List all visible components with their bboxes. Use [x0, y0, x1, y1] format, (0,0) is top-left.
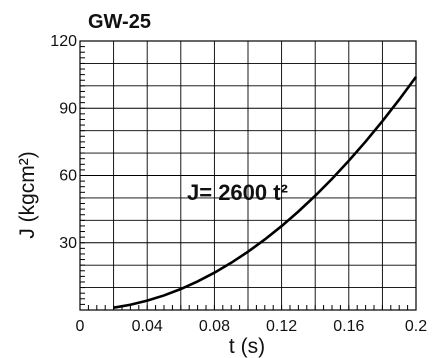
- y-tick-label: 120: [50, 33, 77, 50]
- x-tick-label: 0.2: [405, 318, 427, 335]
- minor-ticks: [80, 46, 409, 310]
- y-tick-label: 90: [59, 100, 77, 117]
- series-line: [113, 76, 418, 309]
- x-tick-label: 0.16: [333, 318, 364, 335]
- y-tick-labels: 30 60 90 120: [50, 33, 77, 252]
- y-tick-label: 60: [59, 168, 77, 185]
- x-tick-labels: 0 0.04 0.08 0.12 0.16 0.2: [76, 318, 428, 335]
- x-tick-label: 0.04: [132, 318, 163, 335]
- y-axis-label: J (kgcm²): [16, 151, 39, 239]
- plot-frame: [79, 40, 417, 311]
- x-axis-label: t (s): [229, 335, 265, 358]
- grid: [80, 41, 416, 310]
- x-tick-label: 0: [76, 318, 85, 335]
- equation-annotation: J= 2600 t²: [187, 180, 288, 205]
- chart-title: GW-25: [88, 11, 151, 33]
- x-tick-label: 0.12: [266, 318, 297, 335]
- x-tick-label: 0.08: [199, 318, 230, 335]
- y-tick-label: 30: [59, 235, 77, 252]
